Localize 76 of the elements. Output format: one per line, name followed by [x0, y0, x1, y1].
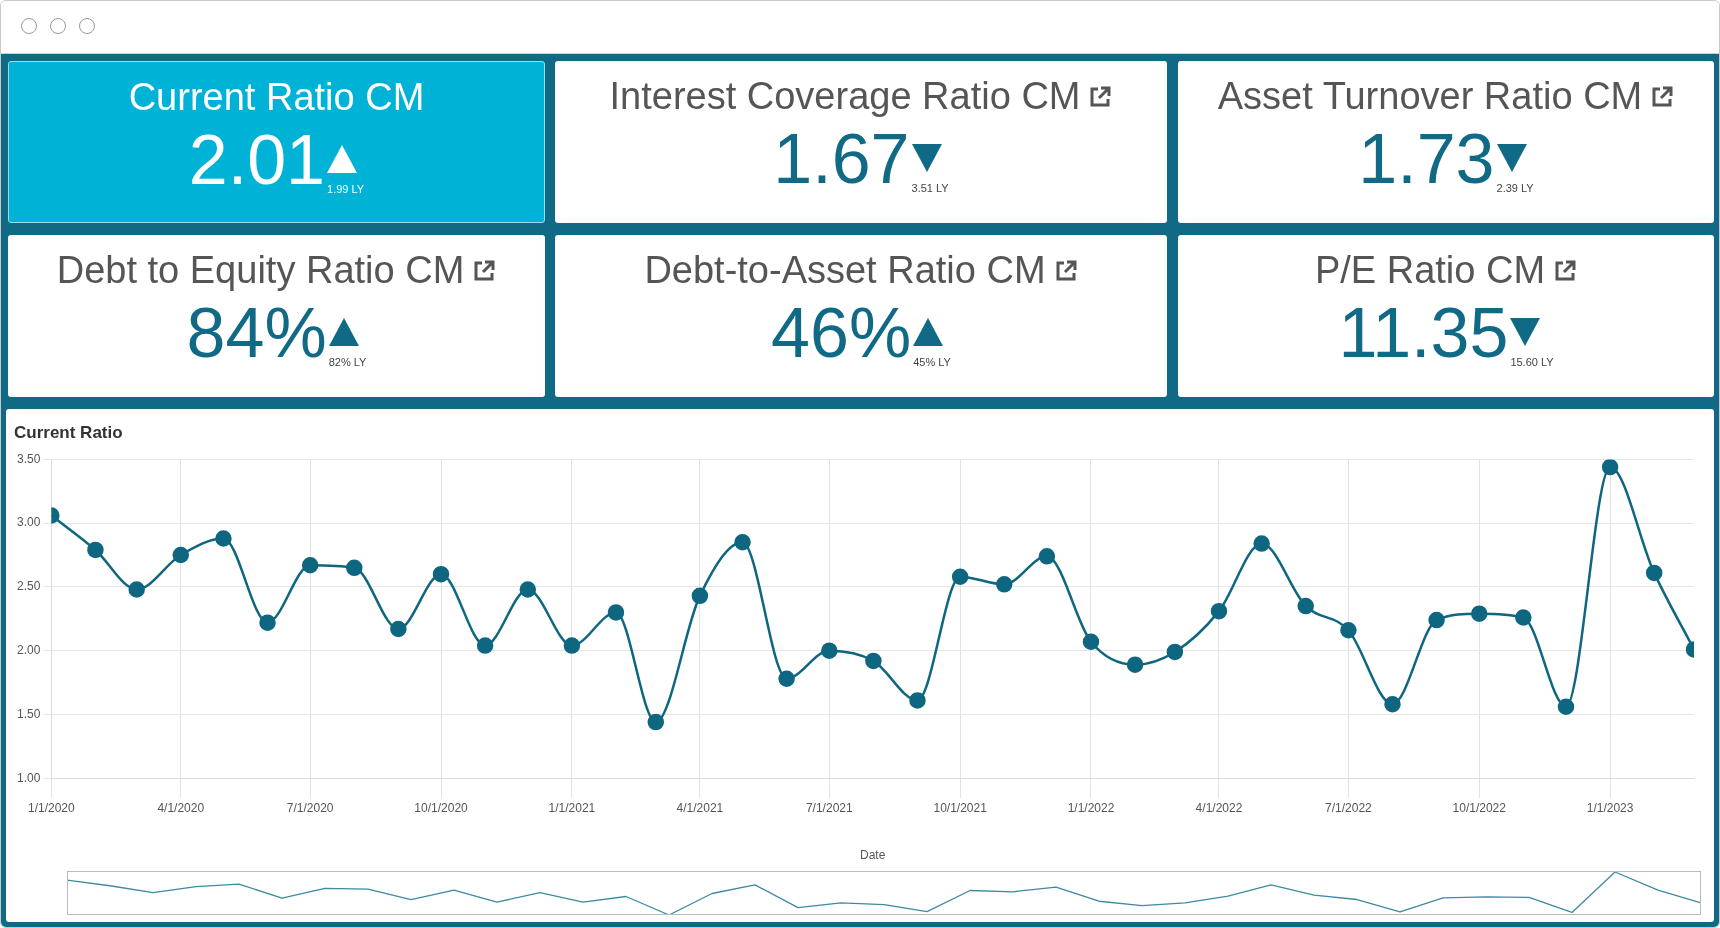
x-tick-label: 4/1/2022 [1195, 800, 1243, 815]
point [1126, 656, 1144, 673]
text: 1.73 [1358, 120, 1495, 198]
text: 84% [186, 294, 327, 372]
point [1253, 535, 1270, 552]
point [128, 581, 145, 598]
point [215, 530, 232, 547]
point [691, 587, 709, 605]
point [1082, 633, 1100, 650]
point [821, 642, 838, 659]
point [1297, 597, 1314, 615]
y-tick-label: 3.00 [17, 515, 41, 530]
y-tick-label: 2.50 [17, 579, 41, 594]
point [647, 713, 665, 731]
text: P/E Ratio CM [1314, 249, 1546, 292]
point [1601, 459, 1619, 476]
x-tick-label: 10/1/2022 [1452, 800, 1507, 815]
point [172, 546, 190, 564]
point [1384, 695, 1401, 713]
point [476, 637, 494, 654]
point [1645, 564, 1663, 582]
point [519, 581, 537, 598]
point [1557, 698, 1575, 716]
text: 11.35 [1338, 294, 1509, 372]
point [301, 556, 319, 574]
text: Debt to Equity Ratio CM [56, 249, 465, 292]
text: Debt-to-Asset Ratio CM [644, 249, 1046, 292]
point [1166, 643, 1184, 661]
point [995, 576, 1013, 593]
x-tick-label: 10/1/2020 [414, 800, 469, 815]
point [1340, 622, 1357, 639]
x-tick-label: 1/1/2022 [1067, 800, 1115, 815]
point [607, 604, 625, 621]
text: 2.39 LY [1496, 182, 1534, 194]
point [432, 565, 450, 583]
x-tick-label: 1/1/2023 [1586, 800, 1634, 815]
point [734, 534, 751, 551]
point [778, 670, 795, 687]
x-tick-label: 1/1/2021 [548, 800, 596, 815]
x-tick-label: 1/1/2020 [28, 800, 76, 815]
x-tick-label: 10/1/2021 [933, 800, 988, 815]
point [87, 541, 104, 559]
text: 15.60 LY [1510, 356, 1554, 368]
text: 45% LY [913, 356, 951, 368]
point [951, 568, 969, 585]
text: 1.67 [773, 120, 910, 198]
y-tick-label: 2.00 [17, 642, 41, 657]
text: 1.99 LY [327, 183, 365, 195]
point [1471, 605, 1488, 622]
point [1515, 609, 1532, 626]
point [563, 637, 581, 654]
text: 2.01 [188, 121, 326, 199]
point [346, 559, 363, 577]
point [259, 614, 276, 631]
text: 46% [771, 294, 912, 372]
point [865, 652, 882, 670]
x-tick-label: 7/1/2020 [286, 800, 334, 815]
point [1428, 611, 1445, 629]
text: Current Ratio CM [128, 76, 425, 119]
chart-title: Current Ratio [14, 422, 123, 442]
y-tick-label: 1.50 [17, 706, 41, 721]
x-tick-label: 7/1/2021 [805, 800, 853, 815]
point [909, 692, 926, 709]
text: 82% LY [328, 356, 367, 368]
x-tick-label: 4/1/2021 [676, 800, 724, 815]
y-tick-label: 1.00 [17, 770, 41, 785]
point [1210, 602, 1228, 620]
point [390, 620, 407, 638]
text: Interest Coverage Ratio CM [609, 75, 1081, 118]
y-tick-label: 3.50 [17, 451, 41, 466]
point [1038, 548, 1056, 565]
x-axis-title: Date [860, 848, 886, 863]
text: 3.51 LY [911, 182, 949, 194]
x-tick-label: 7/1/2022 [1325, 800, 1373, 815]
x-tick-label: 4/1/2020 [157, 800, 205, 815]
text: Asset Turnover Ratio CM [1217, 75, 1643, 118]
